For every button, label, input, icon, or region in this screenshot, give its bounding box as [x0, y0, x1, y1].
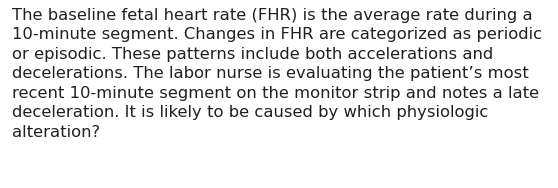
Text: The baseline fetal heart rate (FHR) is the average rate during a
10-minute segme: The baseline fetal heart rate (FHR) is t… — [12, 8, 542, 140]
